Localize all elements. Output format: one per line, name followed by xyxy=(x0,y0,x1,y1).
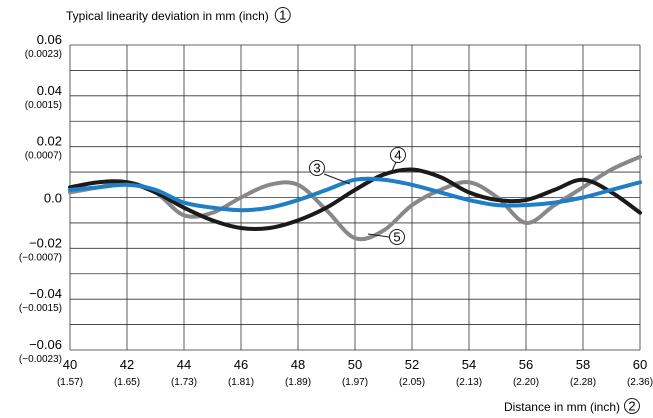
y-tick-label: −0.06 (−0.0023) xyxy=(19,337,62,365)
svg-text:44: 44 xyxy=(177,357,191,372)
svg-text:58: 58 xyxy=(576,357,590,372)
svg-text:(−0.0023): (−0.0023) xyxy=(19,354,62,365)
x-tick-label: 50 (1.97) xyxy=(342,357,368,388)
svg-text:4: 4 xyxy=(394,148,401,163)
svg-text:(2.13): (2.13) xyxy=(456,377,482,388)
svg-text:−0.02: −0.02 xyxy=(29,235,62,250)
x-tick-label: 44 (1.73) xyxy=(171,357,197,388)
y-tick-label: −0.04 (−0.0015) xyxy=(19,286,62,314)
annotations: 3 4 5 xyxy=(309,147,406,245)
svg-text:(−0.0015): (−0.0015) xyxy=(19,303,62,314)
x-tick-label: 56 (2.20) xyxy=(513,357,539,388)
svg-text:(1.97): (1.97) xyxy=(342,377,368,388)
svg-text:(1.89): (1.89) xyxy=(285,377,311,388)
y-axis-title: Typical linearity deviation in mm (inch) xyxy=(66,9,269,23)
grid xyxy=(69,44,641,351)
x-tick-label: 46 (1.81) xyxy=(228,357,254,388)
svg-text:0.06: 0.06 xyxy=(37,32,62,47)
svg-text:(1.81): (1.81) xyxy=(228,377,254,388)
y-tick-label: 0.02 (0.0007) xyxy=(25,134,62,162)
svg-text:1: 1 xyxy=(279,8,286,23)
series-marker-3: 3 xyxy=(309,160,351,185)
x-tick-label: 48 (1.89) xyxy=(285,357,311,388)
series-line-5 xyxy=(68,154,642,242)
svg-text:(0.0007): (0.0007) xyxy=(25,151,62,162)
x-tick-label: 54 (2.13) xyxy=(456,357,482,388)
svg-text:40: 40 xyxy=(63,357,77,372)
svg-text:42: 42 xyxy=(120,357,134,372)
svg-text:52: 52 xyxy=(405,357,419,372)
svg-text:2: 2 xyxy=(628,399,635,414)
x-tick-label: 52 (2.05) xyxy=(399,357,425,388)
y-axis-ticks: 0.06 (0.0023) 0.04 (0.0015) 0.02 (0.0007) 0.0 −… xyxy=(19,32,62,365)
x-tick-label: 42 (1.65) xyxy=(114,357,140,388)
svg-text:50: 50 xyxy=(348,357,362,372)
x-tick-label: 58 (2.28) xyxy=(570,357,596,388)
svg-text:(2.28): (2.28) xyxy=(570,377,596,388)
svg-text:0.02: 0.02 xyxy=(37,134,62,149)
svg-text:(2.20): (2.20) xyxy=(513,377,539,388)
svg-text:54: 54 xyxy=(462,357,476,372)
series-layer xyxy=(68,154,642,242)
svg-text:0.0: 0.0 xyxy=(44,191,62,206)
svg-text:56: 56 xyxy=(519,357,533,372)
x-axis-title: Distance in mm (inch) xyxy=(504,400,620,414)
y-tick-label: −0.02 (−0.0007) xyxy=(19,235,62,263)
svg-text:(1.73): (1.73) xyxy=(171,377,197,388)
svg-text:(−0.0007): (−0.0007) xyxy=(19,252,62,263)
svg-text:−0.06: −0.06 xyxy=(29,337,62,352)
svg-text:(2.05): (2.05) xyxy=(399,377,425,388)
svg-text:0.04: 0.04 xyxy=(37,83,62,98)
x-axis-ticks: 40 (1.57) 42 (1.65) 44 (1.73) 46 (1.81) 48 (1.89)… xyxy=(57,357,653,388)
svg-text:3: 3 xyxy=(313,161,320,176)
y-tick-label: 0.0 xyxy=(44,191,62,206)
series-marker-5: 5 xyxy=(367,229,405,245)
svg-text:48: 48 xyxy=(291,357,305,372)
y-tick-label: 0.06 (0.0023) xyxy=(25,32,62,60)
svg-text:(0.0023): (0.0023) xyxy=(25,49,62,60)
series-line-3 xyxy=(68,176,642,213)
svg-text:−0.04: −0.04 xyxy=(29,286,62,301)
svg-text:60: 60 xyxy=(633,357,647,372)
series-line-4 xyxy=(68,167,642,231)
svg-text:(0.0015): (0.0015) xyxy=(25,100,62,111)
x-tick-label: 60 (2.36) xyxy=(627,357,653,388)
y-axis-marker: 1 xyxy=(274,7,291,23)
series-marker-4: 4 xyxy=(390,147,406,172)
svg-text:(2.36): (2.36) xyxy=(627,377,653,388)
x-tick-label: 40 (1.57) xyxy=(57,357,83,388)
y-tick-label: 0.04 (0.0015) xyxy=(25,83,62,111)
svg-text:46: 46 xyxy=(234,357,248,372)
x-axis-marker: 2 xyxy=(624,398,640,414)
svg-text:(1.57): (1.57) xyxy=(57,377,83,388)
svg-text:(1.65): (1.65) xyxy=(114,377,140,388)
svg-text:5: 5 xyxy=(393,230,400,245)
